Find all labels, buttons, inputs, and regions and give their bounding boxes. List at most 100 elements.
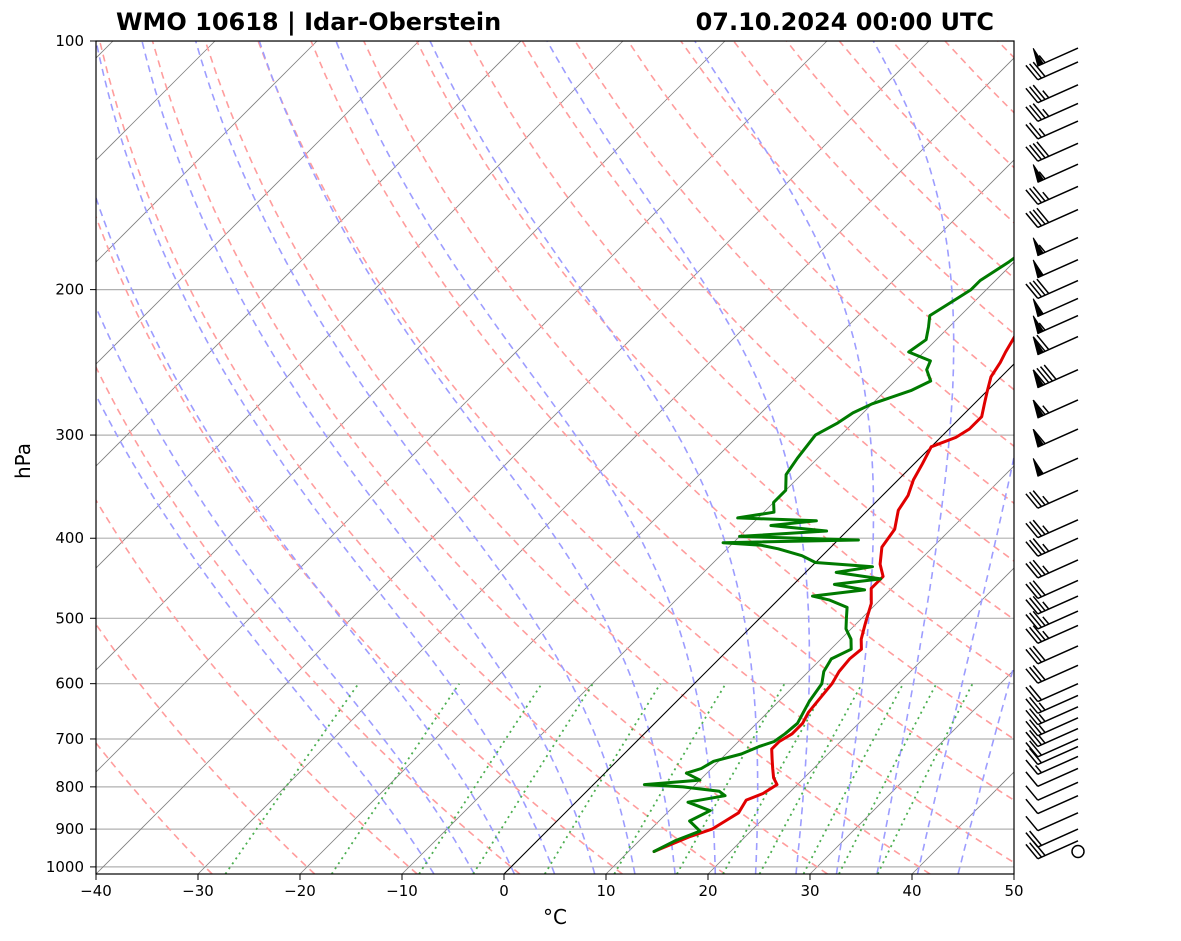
dry-adiabat-line	[627, 41, 1014, 448]
x-tick-label: 20	[698, 882, 717, 900]
wind-barb	[1025, 755, 1079, 776]
wind-barb-full	[1025, 146, 1039, 162]
wind-barb-full	[1032, 143, 1046, 159]
wind-barb-half	[1042, 405, 1050, 414]
dry-adiabat-line	[785, 41, 1014, 279]
wind-barb-full	[1032, 625, 1046, 641]
wind-barb	[1025, 84, 1079, 104]
wind-barb-full	[1029, 719, 1043, 735]
wind-barb-shaft	[1037, 259, 1079, 279]
wind-barb-flag	[1032, 259, 1045, 279]
wind-barb	[1025, 579, 1079, 600]
mixing-ratio-line	[224, 683, 360, 874]
isotherm-line	[911, 771, 1014, 874]
wind-barb-full	[1039, 366, 1053, 382]
wind-barb-half	[1042, 495, 1050, 504]
wind-barb-half	[1038, 55, 1046, 64]
wind-barb-shaft	[1037, 208, 1079, 229]
wind-barb-flag	[1032, 429, 1045, 448]
dry-adiabat-line	[257, 41, 1014, 864]
wind-barb-full	[1032, 519, 1046, 535]
wind-barb-shaft	[1037, 781, 1079, 801]
wind-barb-full	[1032, 490, 1046, 506]
wind-barb-full	[1029, 830, 1043, 846]
dry-adiabat-line	[96, 365, 521, 874]
wind-barb	[1025, 624, 1079, 644]
moist-adiabat-line	[546, 41, 811, 874]
wind-barb-full	[1032, 336, 1046, 352]
x-axis-label: °C	[543, 905, 567, 929]
moist-adiabat-line	[258, 41, 676, 874]
dry-adiabat-line	[732, 41, 1014, 335]
wind-barb	[1025, 706, 1079, 726]
isotherm-line	[299, 159, 1014, 874]
wind-barb-flag	[1032, 458, 1045, 477]
dry-adiabat-line	[997, 41, 1014, 59]
wind-barb-shaft	[1037, 47, 1079, 67]
wind-barb-shaft	[1037, 297, 1079, 318]
wind-barb	[1025, 559, 1079, 579]
x-tick-label: 0	[499, 882, 509, 900]
wind-barb-full	[1032, 559, 1046, 576]
mixing-ratio-line	[838, 683, 938, 874]
wind-barb	[1032, 47, 1079, 67]
wind-barb-shaft	[1037, 142, 1079, 162]
wind-barb-full	[1032, 280, 1046, 296]
dry-adiabat-line	[204, 41, 931, 874]
y-tick-label: 500	[55, 609, 84, 627]
wind-barb-full	[1025, 709, 1039, 726]
y-tick-label: 100	[55, 32, 84, 50]
x-tick-label: −20	[284, 882, 316, 900]
moist-adiabat-lines	[96, 41, 1014, 874]
wind-barb-full	[1025, 106, 1039, 122]
mixing-ratio-line	[876, 683, 974, 874]
dry-adiabat-line	[838, 41, 1014, 224]
isotherm-line	[96, 41, 828, 773]
wind-barb-shaft	[1037, 163, 1079, 183]
wind-barb	[1025, 610, 1079, 630]
wind-barb-full	[1029, 86, 1043, 102]
moist-adiabat-line	[96, 393, 435, 874]
wind-barb-shaft	[1037, 120, 1079, 140]
wind-barb-shaft	[1037, 236, 1079, 257]
wind-barb	[1025, 102, 1079, 122]
calm-wind-circle	[1071, 844, 1085, 859]
wind-barb-shaft	[1037, 682, 1079, 703]
y-tick-label: 200	[55, 281, 84, 299]
wind-barb-half	[1038, 128, 1046, 137]
dry-adiabat-line	[96, 622, 316, 874]
wind-barb-flag	[1032, 369, 1045, 389]
wind-barb-shaft	[1037, 61, 1079, 81]
dry-adiabat-line	[574, 41, 1014, 505]
dry-adiabat-line	[415, 41, 1014, 680]
mixing-ratio-line	[676, 683, 786, 874]
wind-barb-half	[1038, 171, 1046, 180]
wind-barb-shaft	[1037, 610, 1079, 630]
wind-barb-full	[1029, 561, 1043, 577]
wind-barb-full	[1029, 685, 1043, 701]
wind-barb-shaft	[1037, 489, 1079, 509]
wind-barb-full	[1025, 283, 1039, 299]
isotherm-line	[1013, 873, 1014, 874]
wind-barb-half	[1038, 244, 1046, 253]
wind-barb	[1025, 717, 1079, 737]
wind-barb-full	[1032, 209, 1046, 225]
wind-barb-half	[1038, 735, 1046, 744]
sounding-series	[642, 256, 1014, 853]
wind-barb-full	[1025, 563, 1039, 579]
isotherm-line	[605, 465, 1014, 874]
plot-area	[96, 41, 1014, 874]
x-tick-label: 30	[800, 882, 819, 900]
wind-barb-full	[1032, 538, 1046, 554]
wind-barb-flag	[1032, 298, 1045, 318]
moist-adiabat-line	[957, 663, 1014, 874]
wind-barb	[1025, 738, 1079, 758]
moist-adiabat-line	[96, 41, 556, 874]
isotherm-line	[96, 41, 522, 467]
wind-barb-full	[1029, 210, 1043, 227]
wind-barb-full	[1029, 539, 1043, 555]
wind-barb-half	[1038, 724, 1046, 733]
chart-title-station: WMO 10618 | Idar-Oberstein	[116, 8, 501, 36]
dry-adiabat-line	[96, 214, 623, 874]
wind-barb-shaft	[1037, 828, 1079, 848]
